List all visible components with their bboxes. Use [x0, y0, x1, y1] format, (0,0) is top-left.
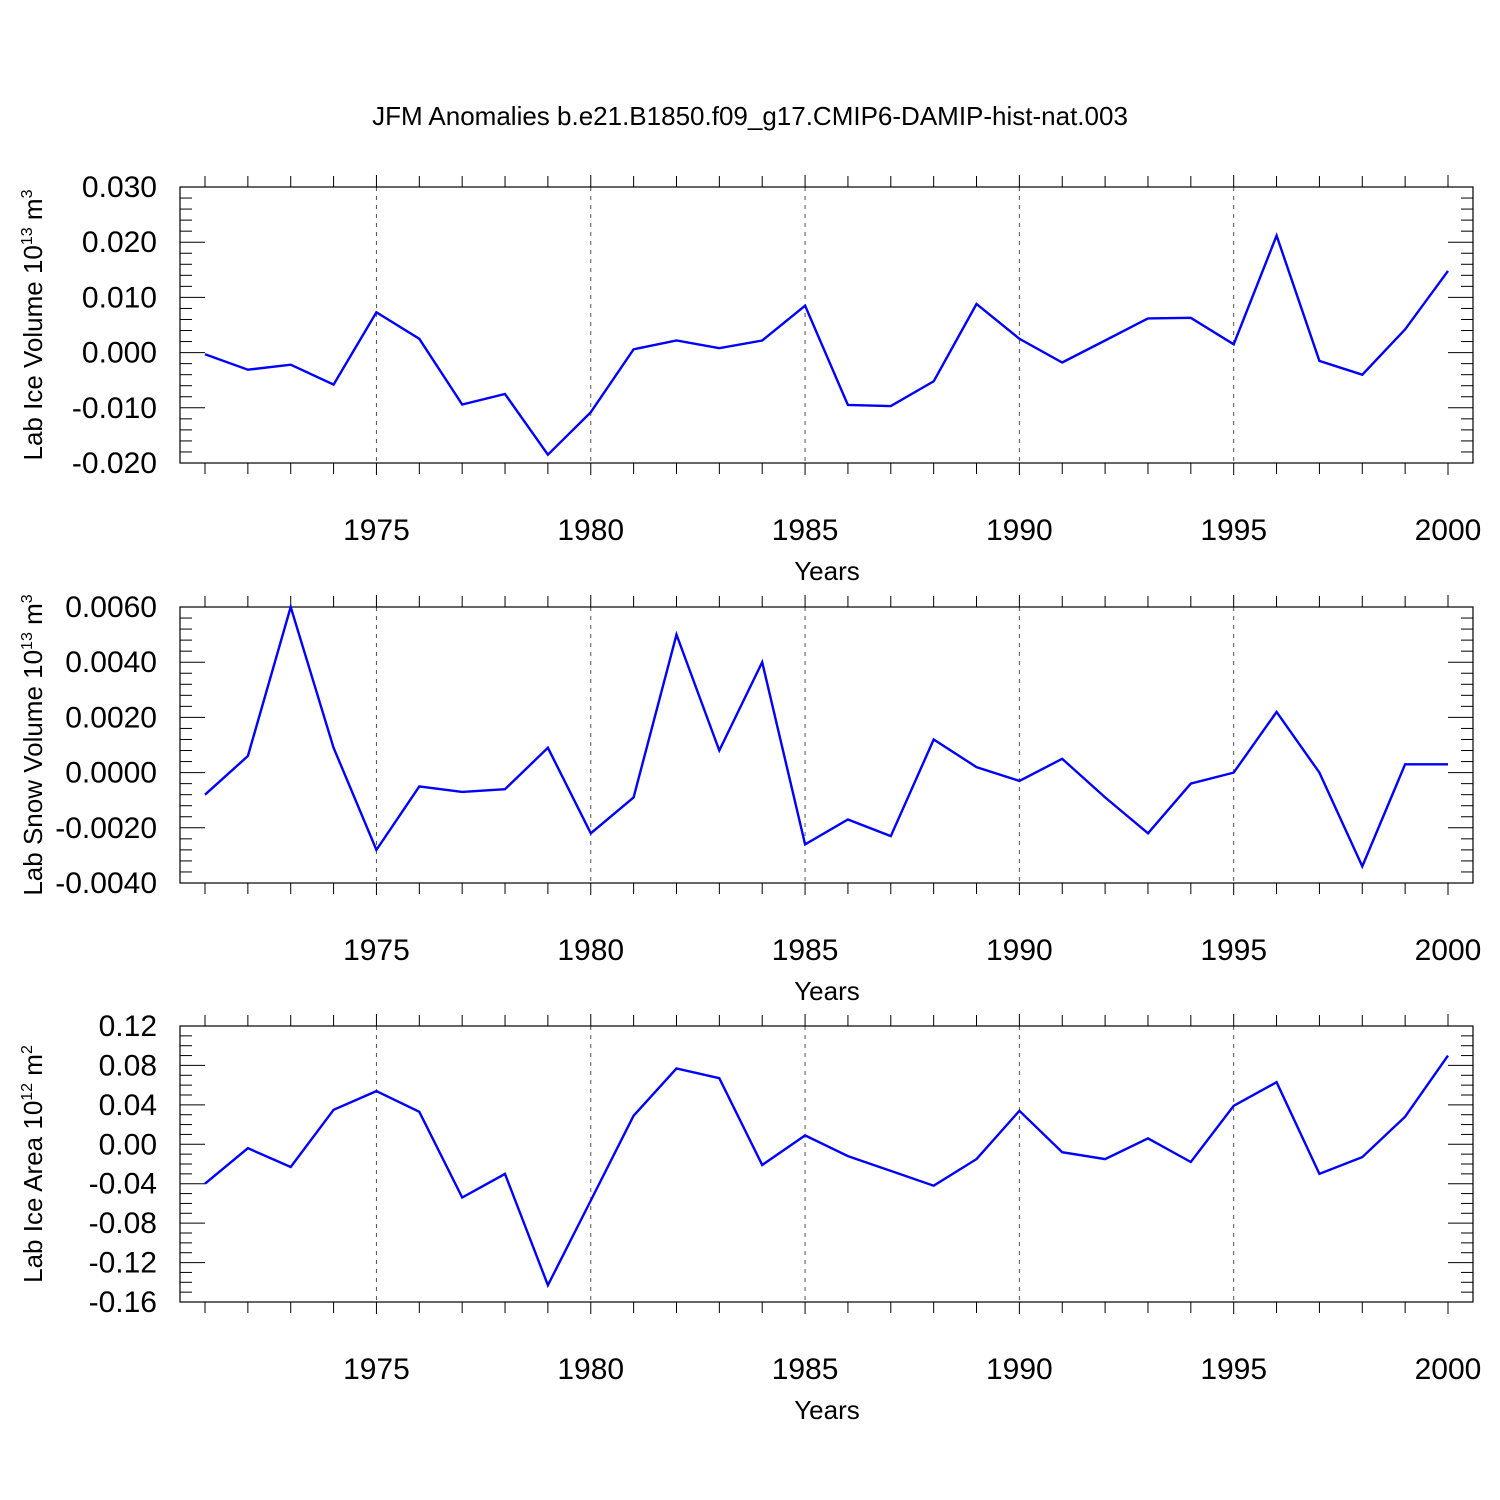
- series-line-ice-area: [204, 1054, 1449, 1289]
- y-axis-title: Lab Ice Area 1012 m2: [18, 1045, 48, 1283]
- y-tick-label: 0.030: [82, 171, 157, 204]
- x-tick-label: 1975: [343, 934, 410, 967]
- x-tick-label: 1980: [557, 514, 624, 547]
- y-axis-title-part: 3: [19, 594, 36, 603]
- y-axis-title-part: 3: [19, 189, 36, 198]
- figure-title: JFM Anomalies b.e21.B1850.f09_g17.CMIP6-…: [372, 101, 1128, 131]
- panel-snow-volume: -0.0040 -0.0020 0.0000 0.0020 0.0040 0.0060 19…: [18, 591, 1481, 1006]
- x-tick-label: 2000: [1415, 514, 1482, 547]
- y-axis-title-part: m: [18, 198, 48, 227]
- y-tick-label: 0.04: [99, 1089, 157, 1122]
- y-tick-label: -0.12: [89, 1247, 157, 1280]
- y-tick-label: 0.0000: [65, 757, 157, 790]
- x-tick-label: 1975: [343, 514, 410, 547]
- y-axis-title: Lab Ice Volume 1013 m3: [18, 189, 48, 460]
- y-tick-label: -0.08: [89, 1207, 157, 1240]
- x-tick-label: 1990: [986, 934, 1053, 967]
- y-axis-title-part: Lab Ice Area 10: [18, 1101, 48, 1283]
- y-tick-label: -0.0020: [55, 812, 157, 845]
- y-axis-title-part: 12: [19, 1083, 36, 1101]
- panel-ice-volume: -0.020 -0.010 0.000 0.010 0.020 0.030 1975 1980…: [18, 171, 1481, 586]
- plot-frame: [179, 606, 1474, 884]
- y-tick-label: 0.0040: [65, 646, 157, 679]
- panel-ice-area: -0.16 -0.12 -0.08 -0.04 0.00 0.04 0.08 0.12 1975…: [18, 1010, 1481, 1425]
- x-tick-label: 1995: [1200, 1353, 1267, 1386]
- y-axis-title-part: Lab Ice Volume 10: [18, 245, 48, 460]
- y-axis-title-part: 13: [19, 227, 36, 245]
- y-tick-label: -0.0040: [55, 867, 157, 900]
- y-tick-label: 0.12: [99, 1010, 157, 1043]
- y-tick-label: -0.020: [72, 447, 157, 480]
- x-tick-label: 1985: [772, 1353, 839, 1386]
- y-tick-label: 0.000: [82, 337, 157, 370]
- x-tick-label: 1980: [557, 1353, 624, 1386]
- x-axis-title: Years: [794, 976, 860, 1006]
- x-axis-title: Years: [794, 556, 860, 586]
- x-tick-label: 1985: [772, 934, 839, 967]
- y-tick-label: 0.08: [99, 1049, 157, 1082]
- x-tick-label: 1980: [557, 934, 624, 967]
- x-axis-title: Years: [794, 1395, 860, 1425]
- x-tick-label: 1995: [1200, 934, 1267, 967]
- series-line-ice-volume: [204, 232, 1449, 457]
- y-tick-label: 0.010: [82, 281, 157, 314]
- x-tick-label: 1985: [772, 514, 839, 547]
- y-tick-label: -0.04: [89, 1168, 157, 1201]
- plot-frame: [179, 186, 1474, 464]
- y-tick-label: 0.0020: [65, 701, 157, 734]
- x-tick-label: 1975: [343, 1353, 410, 1386]
- x-tick-label: 2000: [1415, 1353, 1482, 1386]
- series-line-snow-volume: [204, 602, 1448, 870]
- y-tick-label: 0.00: [99, 1128, 157, 1161]
- y-axis-title-part: 13: [19, 632, 36, 650]
- x-tick-label: 2000: [1415, 934, 1482, 967]
- y-axis-title-part: Lab Snow Volume 10: [18, 650, 48, 896]
- y-tick-label: -0.010: [72, 392, 157, 425]
- y-axis-title: Lab Snow Volume 1013 m3: [18, 594, 48, 895]
- y-tick-label: -0.16: [89, 1286, 157, 1319]
- y-tick-label: 0.0060: [65, 591, 157, 624]
- y-axis-title-part: m: [18, 603, 48, 632]
- y-axis-title-part: 2: [19, 1045, 36, 1054]
- x-tick-label: 1995: [1200, 514, 1267, 547]
- x-tick-label: 1990: [986, 1353, 1053, 1386]
- y-axis-title-part: m: [18, 1054, 48, 1083]
- plot-frame: [179, 1025, 1474, 1303]
- y-tick-label: 0.020: [82, 226, 157, 259]
- x-tick-label: 1990: [986, 514, 1053, 547]
